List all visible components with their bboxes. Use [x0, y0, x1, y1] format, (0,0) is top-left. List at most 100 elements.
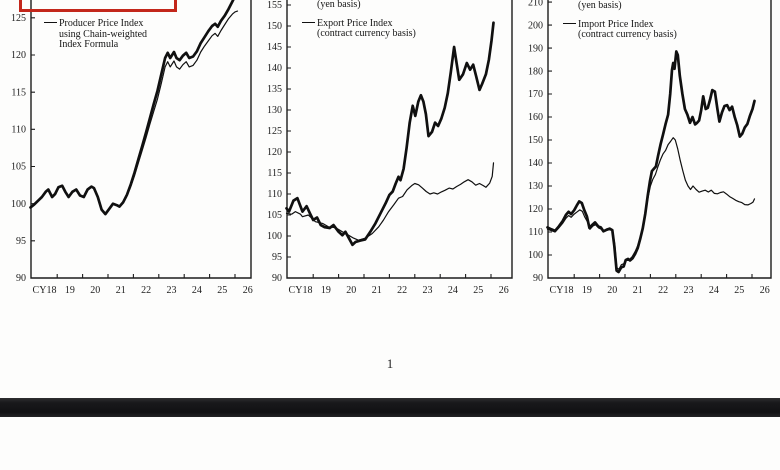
y-tick-label: 160: [528, 112, 543, 123]
y-tick-label: 110: [528, 227, 543, 238]
y-tick-label: 210: [528, 0, 543, 8]
x-tick-label: 22: [141, 285, 151, 296]
y-tick-label: 110: [11, 125, 26, 136]
x-tick-label: 25: [734, 285, 744, 296]
legend-label: (yen basis): [317, 0, 361, 10]
x-tick-label: 20: [607, 285, 617, 296]
legend-label: (contract currency basis): [317, 28, 416, 39]
x-tick-label: 25: [217, 285, 227, 296]
y-tick-label: 100: [11, 199, 26, 210]
y-tick-label: 105: [11, 162, 26, 173]
y-tick-label: 90: [272, 273, 282, 284]
y-tick-label: 90: [533, 273, 543, 284]
x-tick-label: 23: [167, 285, 177, 296]
x-tick-label: 19: [582, 285, 592, 296]
series-line-thin: [285, 162, 495, 241]
y-tick-label: 115: [11, 87, 26, 98]
x-tick-label: 25: [473, 285, 483, 296]
y-tick-label: 140: [267, 63, 282, 74]
x-tick-label: 23: [423, 285, 433, 296]
legend-row: Producer Price Index: [44, 18, 147, 30]
legend-label: using Chain-weighted: [59, 28, 148, 40]
chart-producer-price-index: 125 120 115 110 105 100 95 90 CY18 19 20 21 22 23 24 25…: [0, 0, 256, 312]
x-tick-label: 24: [192, 285, 202, 296]
x-tick-label: 22: [658, 285, 668, 296]
x-tick-label: 23: [684, 285, 694, 296]
y-tick-label: 95: [272, 252, 282, 263]
x-tick-label: 24: [448, 285, 458, 296]
tick-marks: [548, 1, 753, 279]
y-tick-label: 115: [267, 168, 282, 179]
y-tick-label: 155: [267, 0, 282, 11]
legend-row: (contract currency basis): [563, 29, 677, 41]
x-tick-label: 26: [499, 285, 509, 296]
legend-row: (yen basis): [302, 0, 416, 11]
legend: Producer Price Index using Chain-weighted…: [44, 18, 148, 51]
legend-label: Export Price Index: [317, 17, 393, 29]
x-tick-label: 22: [397, 285, 407, 296]
legend-row: Index Formula: [44, 39, 147, 51]
x-tick-label: 26: [243, 285, 253, 296]
series-line-thick: [546, 50, 756, 274]
y-tick-label: 120: [267, 147, 282, 158]
axes: [286, 0, 513, 279]
page-divider-bar: [0, 398, 780, 417]
y-tick-label: 200: [528, 20, 543, 31]
legend-row: (yen basis): [563, 0, 677, 12]
chart-import-price-index: 210 200 190 180 170 160 150 140 130 120 110 100 90 CY…: [517, 0, 780, 312]
chart-export-price-index: 155 150 145 140 135 130 125 120 115 110 105 100 95 90…: [256, 0, 517, 312]
y-tick-label: 100: [528, 250, 543, 261]
x-tick-label: CY18: [33, 285, 57, 296]
x-tick-label: 20: [346, 285, 356, 296]
y-tick-label: 125: [267, 126, 282, 137]
tick-marks: [287, 4, 492, 279]
legend-label: Index Formula: [59, 39, 119, 50]
x-tick-label: CY18: [289, 285, 313, 296]
import-price-index-plot: 210 200 190 180 170 160 150 140 130 120 110 100 90 CY…: [528, 0, 772, 296]
x-tick-label: 20: [90, 285, 100, 296]
x-tick-label: 21: [633, 285, 643, 296]
axes: [30, 0, 252, 279]
legend-row: using Chain-weighted: [44, 28, 148, 41]
axis-labels: 125 120 115 110 105 100 95 90 CY18 19 20 21 22 23 24 25…: [11, 13, 253, 296]
legend-label: (yen basis): [578, 0, 622, 11]
y-tick-label: 150: [267, 21, 282, 32]
x-tick-label: CY18: [550, 285, 574, 296]
x-tick-label: 26: [760, 285, 770, 296]
y-tick-label: 120: [528, 204, 543, 215]
y-tick-label: 130: [528, 181, 543, 192]
axes: [547, 0, 772, 279]
legend-label: Producer Price Index: [59, 18, 144, 29]
x-tick-label: 24: [709, 285, 719, 296]
legend-label: (contract currency basis): [578, 29, 677, 40]
series-line-thin: [29, 10, 239, 215]
y-tick-label: 170: [528, 89, 543, 100]
y-tick-label: 135: [267, 84, 282, 95]
y-tick-label: 150: [528, 135, 543, 146]
x-tick-label: 21: [372, 285, 382, 296]
legend-row: Import Price Index: [563, 18, 677, 31]
legend-label: Import Price Index: [578, 18, 654, 30]
producer-price-index-plot: 125 120 115 110 105 100 95 90 CY18 19 20 21 22 23 24 25…: [11, 0, 253, 296]
series-line-thick: [285, 21, 495, 247]
y-tick-label: 120: [11, 50, 26, 61]
y-tick-label: 95: [16, 236, 26, 247]
y-tick-label: 110: [267, 189, 282, 200]
y-tick-label: 125: [11, 13, 26, 24]
legend: (yen basis) Export Price Index (contract c…: [302, 0, 416, 40]
legend-line-marker: [302, 21, 315, 23]
legend-row: Export Price Index: [302, 17, 416, 30]
y-tick-label: 140: [528, 158, 543, 169]
y-tick-label: 105: [267, 210, 282, 221]
y-tick-label: 180: [528, 66, 543, 77]
annotation-highlight-box: [19, 0, 177, 12]
page-number: 1: [386, 356, 394, 371]
series-line-thin: [546, 137, 756, 270]
y-tick-label: 190: [528, 43, 543, 54]
axis-labels: 155 150 145 140 135 130 125 120 115 110 105 100 95 90…: [267, 0, 509, 296]
axis-labels: 210 200 190 180 170 160 150 140 130 120 110 100 90 CY…: [528, 0, 770, 296]
legend-line-marker: [44, 22, 57, 23]
y-tick-label: 90: [16, 273, 26, 284]
export-price-index-plot: 155 150 145 140 135 130 125 120 115 110 105 100 95 90…: [267, 0, 513, 296]
